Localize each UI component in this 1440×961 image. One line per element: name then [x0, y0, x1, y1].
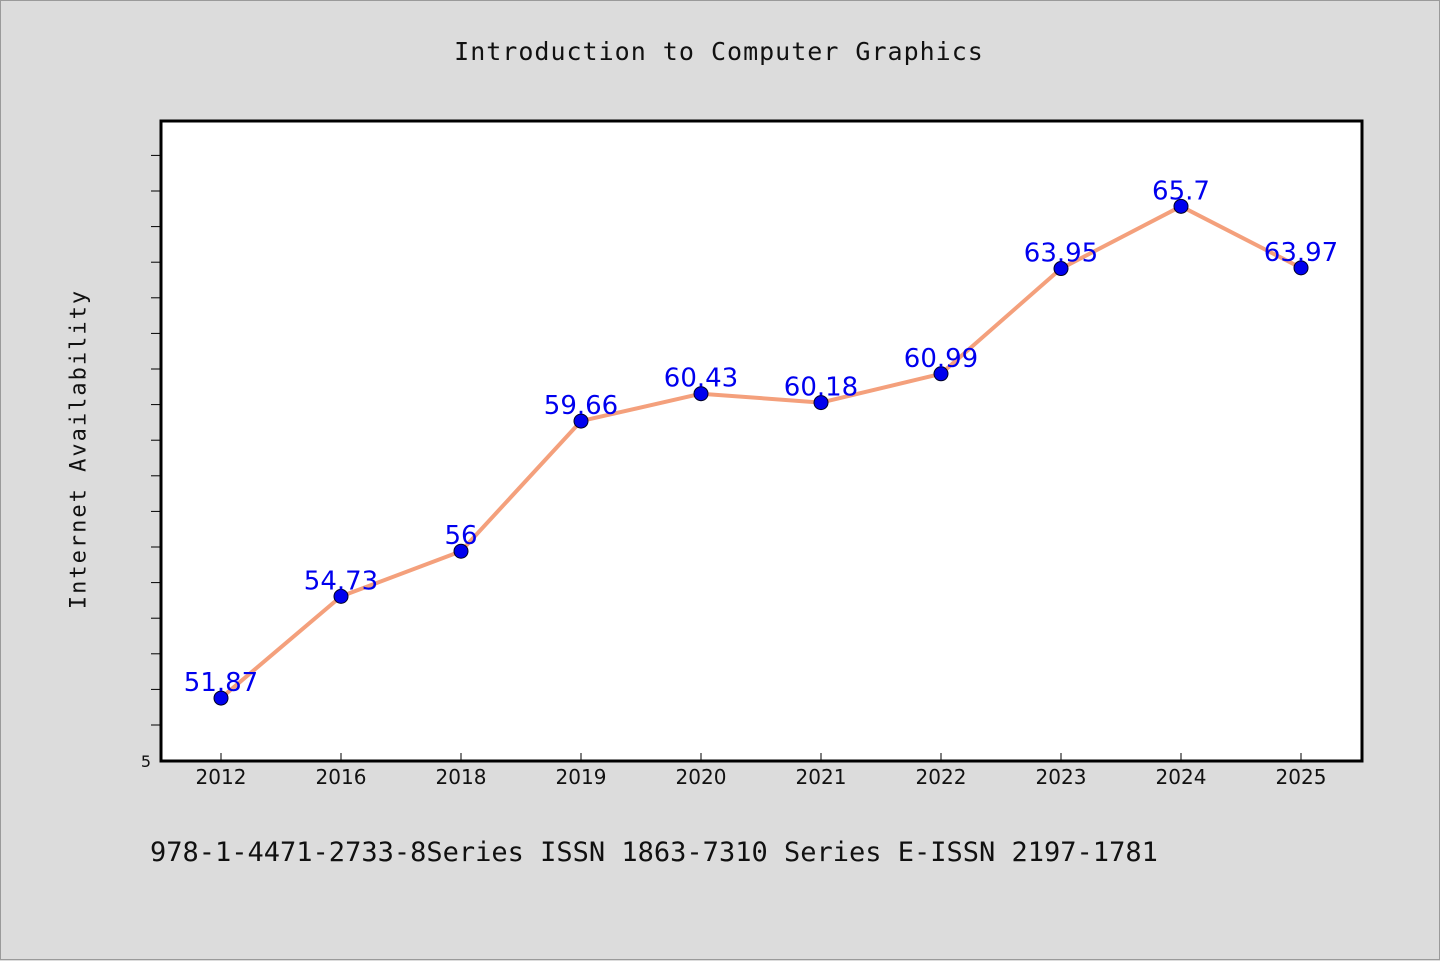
data-label: 63.95 — [1024, 239, 1098, 269]
y-tick-label: 5 — [141, 752, 151, 771]
data-label: 60.18 — [784, 373, 858, 403]
data-label: 59.66 — [544, 391, 618, 421]
data-point[interactable] — [693, 386, 709, 402]
data-label: 60.99 — [904, 344, 978, 374]
data-label: 60.43 — [664, 364, 738, 394]
data-point[interactable] — [813, 395, 829, 411]
x-tick-label: 2016 — [316, 765, 367, 789]
x-tick-label: 2023 — [1036, 765, 1087, 789]
data-point[interactable] — [1293, 260, 1309, 276]
x-tick-label: 2019 — [556, 765, 607, 789]
data-label: 56 — [444, 521, 477, 551]
x-tick-label: 2025 — [1276, 765, 1327, 789]
x-tick-label: 2022 — [916, 765, 967, 789]
series-line — [219, 204, 1303, 701]
x-tick-label: 2018 — [436, 765, 487, 789]
data-label: 65.7 — [1152, 176, 1210, 206]
chart-title: Introduction to Computer Graphics — [454, 37, 984, 66]
data-point[interactable] — [333, 588, 349, 604]
data-point[interactable] — [933, 366, 949, 382]
data-label: 51.87 — [184, 668, 258, 698]
x-tick-label: 2020 — [676, 765, 727, 789]
data-point[interactable] — [1053, 261, 1069, 277]
data-point[interactable] — [1173, 198, 1189, 214]
plot-area — [159, 119, 1364, 763]
x-tick-label: 2012 — [196, 765, 247, 789]
data-point[interactable] — [213, 690, 229, 706]
data-point[interactable] — [453, 543, 469, 559]
data-label: 63.97 — [1264, 238, 1338, 268]
isbn-footer: 978-1-4471-2733-8Series ISSN 1863-7310 S… — [150, 837, 1158, 868]
data-point[interactable] — [573, 413, 589, 429]
x-tick-label: 2021 — [796, 765, 847, 789]
data-label: 54.73 — [304, 566, 378, 596]
x-tick-label: 2024 — [1156, 765, 1207, 789]
